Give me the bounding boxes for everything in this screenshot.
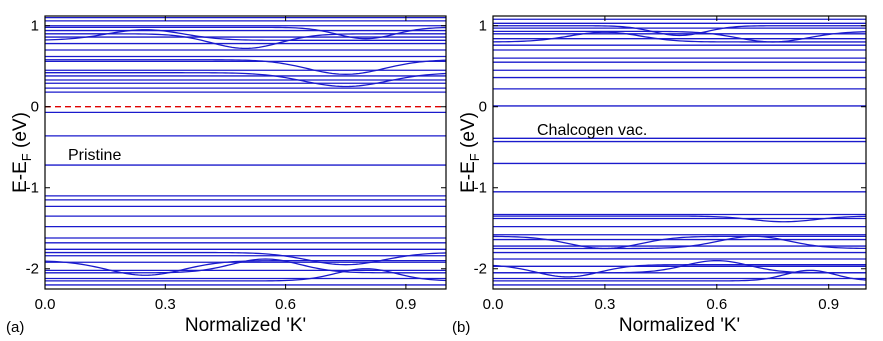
panel-b-xtick-label-0: 0.0 — [483, 296, 504, 313]
panel-b-ytick-label-3: -2 — [474, 261, 487, 278]
panel-a-xtick-label-0: 0.0 — [35, 296, 56, 313]
panel-a-xtick-label-2: 0.6 — [275, 296, 296, 313]
panel-a-ytick-label-2: -1 — [26, 180, 39, 197]
panel-a-y-axis-title: E-EF (eV) — [10, 112, 34, 193]
panel-b-xtick-label-3: 0.9 — [818, 296, 839, 313]
panel-a-ytick-label-1: 0 — [31, 99, 39, 116]
panel-a-band-curved-1 — [45, 59, 446, 75]
panel-b-ytick-label-2: -1 — [474, 180, 487, 197]
panel-b-band-curved-4 — [493, 235, 866, 250]
panel-b-annotation: Chalcogen vac. — [537, 122, 647, 139]
panel-a: 0.0 0.3 0.6 0.9 1 0 -1 -2 E-EF (eV) Normalized 'K… — [6, 15, 447, 336]
panel-a-band-curved-8 — [45, 268, 446, 282]
panel-a-bands — [45, 16, 446, 286]
panel-a-panel-label: (a) — [6, 319, 24, 336]
panel-b-x-axis-title: Normalized 'K' — [619, 315, 740, 336]
panel-b-band-curved-0 — [493, 31, 866, 43]
panel-b-xtick-label-2: 0.6 — [706, 296, 727, 313]
panel-b-ytick-label-1: 0 — [479, 99, 487, 116]
panel-b-y-axis-title: E-EF (eV) — [458, 112, 482, 193]
panel-a-ytick-label-0: 1 — [31, 18, 39, 35]
panel-b-band-curved-2 — [493, 25, 866, 37]
panel-b-band-curved-5 — [493, 235, 866, 250]
panel-a-xtick-label-3: 0.9 — [395, 296, 416, 313]
panel-a-band-curved-2 — [45, 29, 446, 41]
panel-b-band-curved-6 — [493, 264, 866, 278]
panel-b-band-curved-3 — [493, 215, 866, 223]
panel-a-band-curved-7 — [45, 258, 446, 274]
panel-b-band-curved-1 — [493, 30, 866, 43]
panel-a-band-curved-3 — [45, 33, 446, 50]
panel-a-x-axis-title: Normalized 'K' — [185, 315, 306, 336]
panel-a-band-curved-4 — [45, 26, 446, 40]
panel-a-plot-frame — [44, 15, 447, 290]
panel-a-xtick-label-1: 0.3 — [155, 296, 176, 313]
panel-a-band-curved-0 — [45, 72, 446, 88]
panel-b: 0.0 0.3 0.6 0.9 1 0 -1 -2 E-EF (eV) Normalized 'K… — [452, 15, 867, 336]
panel-b-band-curved-7 — [493, 259, 866, 274]
panel-b-panel-label: (b) — [452, 319, 470, 336]
panel-b-xtick-label-1: 0.3 — [594, 296, 615, 313]
panel-a-annotation: Pristine — [68, 147, 121, 164]
panel-b-plot-frame — [492, 15, 867, 290]
panel-a-ytick-label-3: -2 — [26, 261, 39, 278]
panel-b-band-curved-8 — [493, 269, 866, 282]
panel-b-bands — [493, 18, 866, 286]
panel-b-ytick-label-0: 1 — [479, 18, 487, 35]
